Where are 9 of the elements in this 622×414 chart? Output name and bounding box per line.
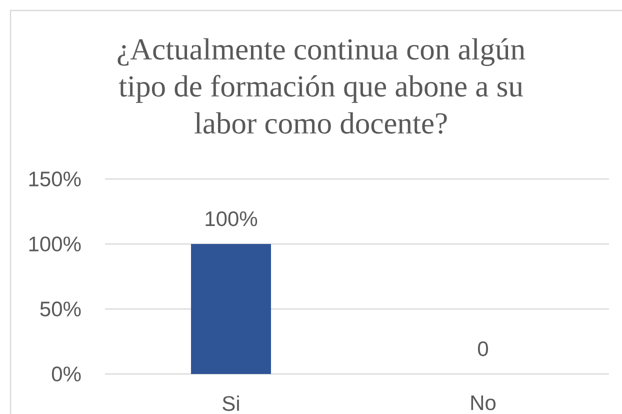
chart-title: ¿Actualmente continua con algún tipo de formación que abone a su labor como docente? [118, 38, 526, 134]
x-tick-label: Si [222, 396, 239, 411]
y-tick-label: 0% [52, 366, 81, 382]
x-tick-label: No [471, 396, 496, 410]
data-label: 0 [478, 341, 488, 356]
data-label: 100% [206, 211, 258, 226]
y-tick-label: 150% [29, 172, 81, 186]
y-tick-label: 50% [40, 302, 81, 316]
y-tick-label: 100% [29, 236, 81, 252]
